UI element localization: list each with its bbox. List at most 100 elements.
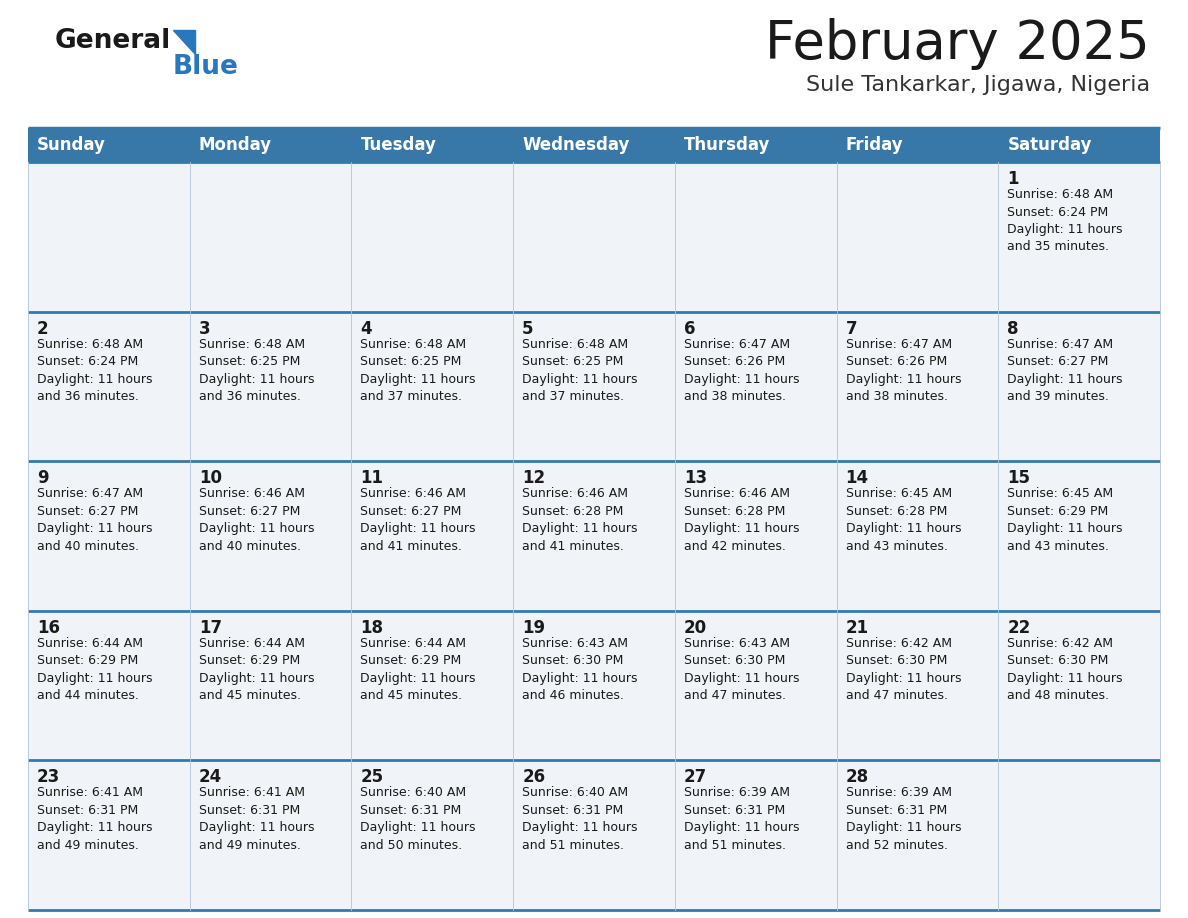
Bar xyxy=(675,128,836,162)
Text: 19: 19 xyxy=(523,619,545,637)
Bar xyxy=(352,760,513,910)
Text: 7: 7 xyxy=(846,319,858,338)
Text: 5: 5 xyxy=(523,319,533,338)
Text: Blue: Blue xyxy=(173,54,239,80)
Bar xyxy=(836,461,998,610)
Text: Sunrise: 6:44 AM
Sunset: 6:29 PM
Daylight: 11 hours
and 45 minutes.: Sunrise: 6:44 AM Sunset: 6:29 PM Dayligh… xyxy=(198,637,314,702)
Text: 3: 3 xyxy=(198,319,210,338)
Text: 20: 20 xyxy=(684,619,707,637)
Text: 10: 10 xyxy=(198,469,222,487)
Bar xyxy=(352,162,513,311)
Bar xyxy=(29,128,190,162)
Text: 16: 16 xyxy=(37,619,61,637)
Text: 12: 12 xyxy=(523,469,545,487)
Text: Sunrise: 6:48 AM
Sunset: 6:25 PM
Daylight: 11 hours
and 37 minutes.: Sunrise: 6:48 AM Sunset: 6:25 PM Dayligh… xyxy=(523,338,638,403)
Bar xyxy=(513,610,675,760)
Text: 23: 23 xyxy=(37,768,61,787)
Text: Sunrise: 6:46 AM
Sunset: 6:27 PM
Daylight: 11 hours
and 41 minutes.: Sunrise: 6:46 AM Sunset: 6:27 PM Dayligh… xyxy=(360,487,476,553)
Text: 21: 21 xyxy=(846,619,868,637)
Text: 18: 18 xyxy=(360,619,384,637)
Text: Sunrise: 6:44 AM
Sunset: 6:29 PM
Daylight: 11 hours
and 44 minutes.: Sunrise: 6:44 AM Sunset: 6:29 PM Dayligh… xyxy=(37,637,152,702)
Text: Sunrise: 6:42 AM
Sunset: 6:30 PM
Daylight: 11 hours
and 48 minutes.: Sunrise: 6:42 AM Sunset: 6:30 PM Dayligh… xyxy=(1007,637,1123,702)
Bar xyxy=(352,610,513,760)
Bar xyxy=(836,162,998,311)
Text: Sunrise: 6:48 AM
Sunset: 6:24 PM
Daylight: 11 hours
and 36 minutes.: Sunrise: 6:48 AM Sunset: 6:24 PM Dayligh… xyxy=(37,338,152,403)
Text: Sunrise: 6:46 AM
Sunset: 6:28 PM
Daylight: 11 hours
and 41 minutes.: Sunrise: 6:46 AM Sunset: 6:28 PM Dayligh… xyxy=(523,487,638,553)
Bar xyxy=(998,311,1159,461)
Bar xyxy=(513,311,675,461)
Bar xyxy=(352,128,513,162)
Text: Saturday: Saturday xyxy=(1007,136,1092,154)
Bar xyxy=(352,311,513,461)
Bar xyxy=(836,610,998,760)
Text: 9: 9 xyxy=(37,469,49,487)
Text: February 2025: February 2025 xyxy=(765,18,1150,70)
Text: 1: 1 xyxy=(1007,170,1019,188)
Bar xyxy=(513,760,675,910)
Text: Sunrise: 6:48 AM
Sunset: 6:24 PM
Daylight: 11 hours
and 35 minutes.: Sunrise: 6:48 AM Sunset: 6:24 PM Dayligh… xyxy=(1007,188,1123,253)
Bar xyxy=(190,610,352,760)
Bar xyxy=(998,128,1159,162)
Text: General: General xyxy=(55,28,171,54)
Bar xyxy=(190,128,352,162)
Bar xyxy=(513,461,675,610)
Text: Sunrise: 6:39 AM
Sunset: 6:31 PM
Daylight: 11 hours
and 51 minutes.: Sunrise: 6:39 AM Sunset: 6:31 PM Dayligh… xyxy=(684,787,800,852)
Bar xyxy=(190,760,352,910)
Text: 24: 24 xyxy=(198,768,222,787)
Bar xyxy=(675,760,836,910)
Bar xyxy=(29,162,190,311)
Text: 25: 25 xyxy=(360,768,384,787)
Bar xyxy=(998,162,1159,311)
Text: 22: 22 xyxy=(1007,619,1030,637)
Text: 4: 4 xyxy=(360,319,372,338)
Text: Thursday: Thursday xyxy=(684,136,770,154)
Bar xyxy=(998,610,1159,760)
Text: Sunrise: 6:40 AM
Sunset: 6:31 PM
Daylight: 11 hours
and 51 minutes.: Sunrise: 6:40 AM Sunset: 6:31 PM Dayligh… xyxy=(523,787,638,852)
Text: Sunrise: 6:47 AM
Sunset: 6:26 PM
Daylight: 11 hours
and 38 minutes.: Sunrise: 6:47 AM Sunset: 6:26 PM Dayligh… xyxy=(846,338,961,403)
Bar xyxy=(29,311,190,461)
Bar xyxy=(513,162,675,311)
Text: Sunrise: 6:48 AM
Sunset: 6:25 PM
Daylight: 11 hours
and 37 minutes.: Sunrise: 6:48 AM Sunset: 6:25 PM Dayligh… xyxy=(360,338,476,403)
Bar xyxy=(998,760,1159,910)
Text: Monday: Monday xyxy=(198,136,272,154)
Text: Sunrise: 6:43 AM
Sunset: 6:30 PM
Daylight: 11 hours
and 47 minutes.: Sunrise: 6:43 AM Sunset: 6:30 PM Dayligh… xyxy=(684,637,800,702)
Text: Tuesday: Tuesday xyxy=(360,136,436,154)
Text: Sunrise: 6:41 AM
Sunset: 6:31 PM
Daylight: 11 hours
and 49 minutes.: Sunrise: 6:41 AM Sunset: 6:31 PM Dayligh… xyxy=(198,787,314,852)
Text: Sunrise: 6:44 AM
Sunset: 6:29 PM
Daylight: 11 hours
and 45 minutes.: Sunrise: 6:44 AM Sunset: 6:29 PM Dayligh… xyxy=(360,637,476,702)
Text: 11: 11 xyxy=(360,469,384,487)
Bar xyxy=(190,162,352,311)
Bar xyxy=(29,461,190,610)
Text: 15: 15 xyxy=(1007,469,1030,487)
Polygon shape xyxy=(173,30,195,54)
Text: Sunrise: 6:47 AM
Sunset: 6:27 PM
Daylight: 11 hours
and 39 minutes.: Sunrise: 6:47 AM Sunset: 6:27 PM Dayligh… xyxy=(1007,338,1123,403)
Text: Sunrise: 6:43 AM
Sunset: 6:30 PM
Daylight: 11 hours
and 46 minutes.: Sunrise: 6:43 AM Sunset: 6:30 PM Dayligh… xyxy=(523,637,638,702)
Text: Sunrise: 6:39 AM
Sunset: 6:31 PM
Daylight: 11 hours
and 52 minutes.: Sunrise: 6:39 AM Sunset: 6:31 PM Dayligh… xyxy=(846,787,961,852)
Bar xyxy=(998,461,1159,610)
Bar xyxy=(513,128,675,162)
Text: 28: 28 xyxy=(846,768,868,787)
Text: Sunrise: 6:45 AM
Sunset: 6:28 PM
Daylight: 11 hours
and 43 minutes.: Sunrise: 6:45 AM Sunset: 6:28 PM Dayligh… xyxy=(846,487,961,553)
Text: 14: 14 xyxy=(846,469,868,487)
Text: Sunrise: 6:48 AM
Sunset: 6:25 PM
Daylight: 11 hours
and 36 minutes.: Sunrise: 6:48 AM Sunset: 6:25 PM Dayligh… xyxy=(198,338,314,403)
Text: Sunrise: 6:45 AM
Sunset: 6:29 PM
Daylight: 11 hours
and 43 minutes.: Sunrise: 6:45 AM Sunset: 6:29 PM Dayligh… xyxy=(1007,487,1123,553)
Text: Sule Tankarkar, Jigawa, Nigeria: Sule Tankarkar, Jigawa, Nigeria xyxy=(805,75,1150,95)
Bar xyxy=(29,760,190,910)
Text: Sunrise: 6:46 AM
Sunset: 6:28 PM
Daylight: 11 hours
and 42 minutes.: Sunrise: 6:46 AM Sunset: 6:28 PM Dayligh… xyxy=(684,487,800,553)
Bar xyxy=(675,311,836,461)
Text: Friday: Friday xyxy=(846,136,903,154)
Bar xyxy=(190,311,352,461)
Text: Sunrise: 6:40 AM
Sunset: 6:31 PM
Daylight: 11 hours
and 50 minutes.: Sunrise: 6:40 AM Sunset: 6:31 PM Dayligh… xyxy=(360,787,476,852)
Text: Sunrise: 6:47 AM
Sunset: 6:26 PM
Daylight: 11 hours
and 38 minutes.: Sunrise: 6:47 AM Sunset: 6:26 PM Dayligh… xyxy=(684,338,800,403)
Bar xyxy=(836,128,998,162)
Text: 6: 6 xyxy=(684,319,695,338)
Text: Wednesday: Wednesday xyxy=(523,136,630,154)
Bar xyxy=(675,610,836,760)
Text: Sunday: Sunday xyxy=(37,136,106,154)
Bar xyxy=(675,461,836,610)
Text: Sunrise: 6:41 AM
Sunset: 6:31 PM
Daylight: 11 hours
and 49 minutes.: Sunrise: 6:41 AM Sunset: 6:31 PM Dayligh… xyxy=(37,787,152,852)
Text: Sunrise: 6:42 AM
Sunset: 6:30 PM
Daylight: 11 hours
and 47 minutes.: Sunrise: 6:42 AM Sunset: 6:30 PM Dayligh… xyxy=(846,637,961,702)
Bar xyxy=(352,461,513,610)
Bar xyxy=(836,760,998,910)
Bar xyxy=(836,311,998,461)
Text: Sunrise: 6:46 AM
Sunset: 6:27 PM
Daylight: 11 hours
and 40 minutes.: Sunrise: 6:46 AM Sunset: 6:27 PM Dayligh… xyxy=(198,487,314,553)
